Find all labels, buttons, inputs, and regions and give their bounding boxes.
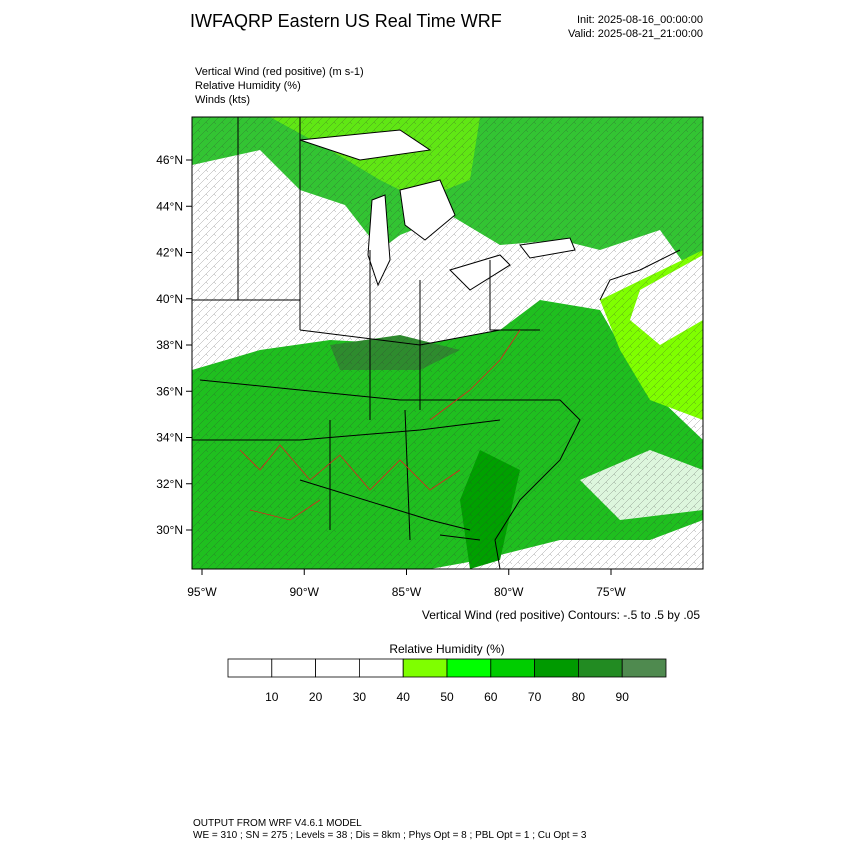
init-time: Init: 2025-08-16_00:00:00 <box>577 14 703 26</box>
colorbar-box <box>358 658 404 678</box>
lat-label: 46°N <box>156 153 183 167</box>
colorbar-tick-label: 70 <box>528 690 542 704</box>
colorbar-tick-label: 50 <box>440 690 454 704</box>
lat-label: 40°N <box>156 292 183 306</box>
lon-label: 80°W <box>494 585 524 599</box>
lat-label: 36°N <box>156 384 183 398</box>
colorbar-tick-label: 30 <box>353 690 367 704</box>
colorbar-title: Relative Humidity (%) <box>389 642 504 656</box>
field-label: Winds (kts) <box>195 94 250 106</box>
colorbar-box <box>578 658 623 678</box>
lat-label: 32°N <box>156 477 183 491</box>
colorbar-box <box>402 658 448 678</box>
colorbar-box <box>490 658 535 678</box>
map <box>192 117 703 569</box>
lat-label: 30°N <box>156 523 183 537</box>
colorbar-tick-label: 90 <box>616 690 630 704</box>
colorbar-box <box>446 658 492 678</box>
colorbar-box <box>534 658 579 678</box>
colorbar-tick-label: 10 <box>265 690 279 704</box>
map-frame <box>191 116 704 570</box>
field-label: Vertical Wind (red positive) (m s-1) <box>195 66 364 78</box>
colorbar-tick-label: 20 <box>309 690 323 704</box>
lon-label: 75°W <box>596 585 626 599</box>
colorbar-box <box>621 658 667 678</box>
valid-time: Valid: 2025-08-21_21:00:00 <box>568 28 703 40</box>
lat-label: 34°N <box>156 431 183 445</box>
lon-label: 95°W <box>187 585 217 599</box>
colorbar-box <box>271 658 316 678</box>
lon-label: 85°W <box>392 585 422 599</box>
footer-line: OUTPUT FROM WRF V4.6.1 MODEL <box>193 818 362 829</box>
colorbar-tick-label: 80 <box>572 690 586 704</box>
colorbar-box <box>227 658 273 678</box>
contour-note: Vertical Wind (red positive) Contours: -… <box>422 608 700 622</box>
colorbar-box <box>315 658 360 678</box>
field-label: Relative Humidity (%) <box>195 80 301 92</box>
title: IWFAQRP Eastern US Real Time WRF <box>190 11 502 31</box>
colorbar-tick-label: 40 <box>397 690 411 704</box>
lat-label: 42°N <box>156 246 183 260</box>
colorbar-tick-label: 60 <box>484 690 498 704</box>
lat-label: 38°N <box>156 338 183 352</box>
footer-line: WE = 310 ; SN = 275 ; Levels = 38 ; Dis … <box>193 830 587 841</box>
lat-label: 44°N <box>156 199 183 213</box>
lon-label: 90°W <box>290 585 320 599</box>
